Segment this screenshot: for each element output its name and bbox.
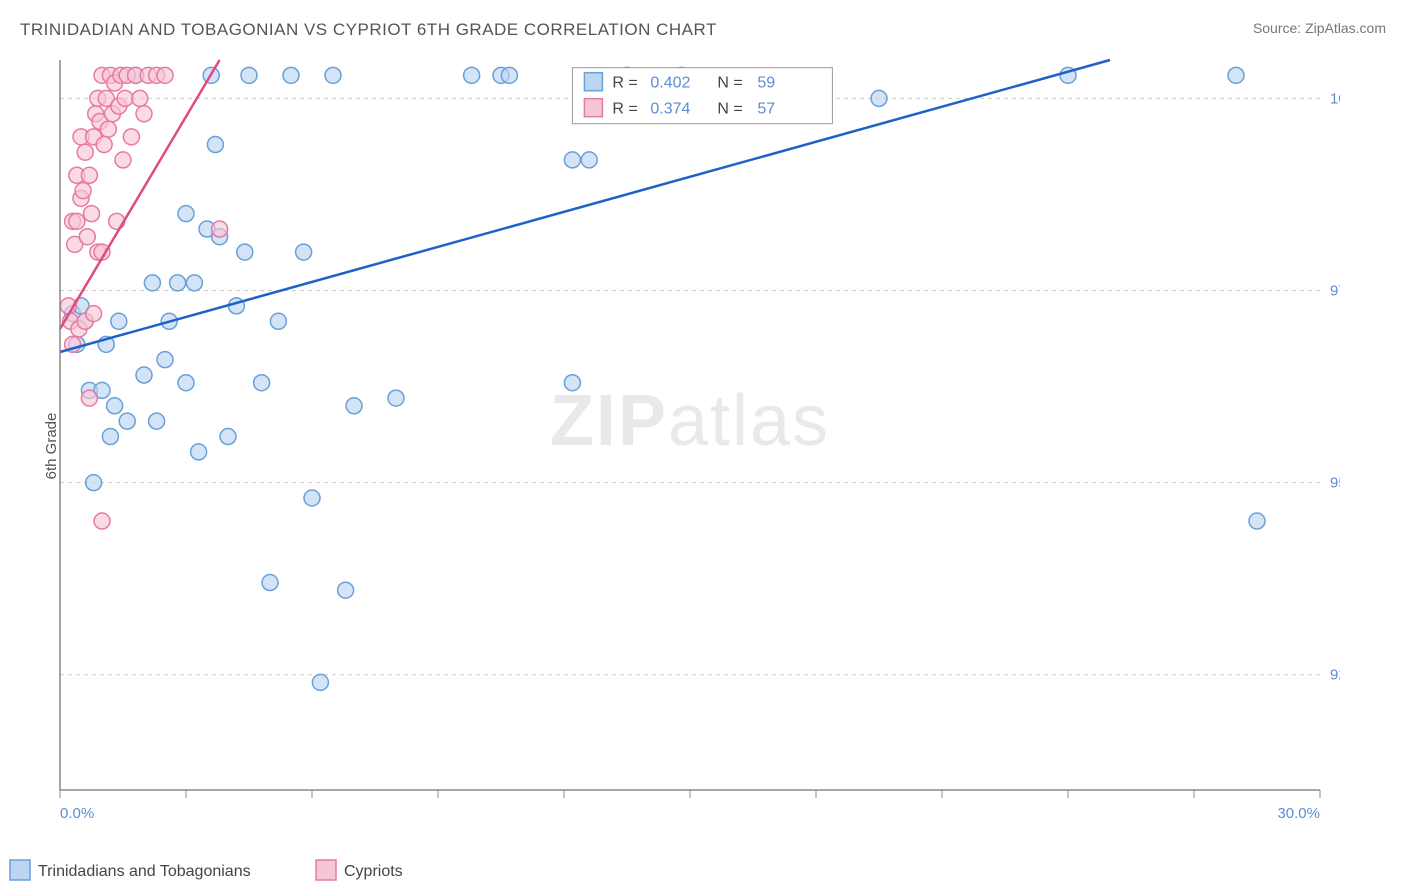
data-point xyxy=(186,275,202,291)
data-point xyxy=(237,244,253,260)
data-point xyxy=(96,137,112,153)
legend-swatch xyxy=(584,99,602,117)
source-prefix: Source: xyxy=(1253,20,1305,36)
data-point xyxy=(149,413,165,429)
chart-title: TRINIDADIAN AND TOBAGONIAN VS CYPRIOT 6T… xyxy=(20,20,717,40)
data-point xyxy=(212,221,228,237)
y-tick-label: 92.5% xyxy=(1330,667,1340,684)
data-point xyxy=(84,206,100,222)
legend-r-label: R = xyxy=(612,75,637,92)
data-point xyxy=(270,313,286,329)
data-point xyxy=(312,674,328,690)
data-point xyxy=(564,375,580,391)
chart-container: 92.5% 95.0% 97.5% 100.0% ZIPatlas 0.0% 30.0% R … xyxy=(50,50,1340,820)
data-point xyxy=(86,475,102,491)
data-point xyxy=(79,229,95,245)
data-point xyxy=(132,90,148,106)
data-point xyxy=(77,144,93,160)
data-point xyxy=(178,206,194,222)
source-label: Source: ZipAtlas.com xyxy=(1253,20,1386,36)
data-point xyxy=(81,167,97,183)
data-point xyxy=(75,183,91,199)
legend-r-value: 0.402 xyxy=(650,75,690,92)
data-point xyxy=(136,367,152,383)
data-point xyxy=(119,413,135,429)
legend-n-label: N = xyxy=(717,75,742,92)
legend-r-label: R = xyxy=(612,101,637,118)
data-point xyxy=(178,375,194,391)
data-point xyxy=(304,490,320,506)
data-point xyxy=(170,275,186,291)
data-point xyxy=(157,67,173,83)
data-point xyxy=(1249,513,1265,529)
y-tick-label: 97.5% xyxy=(1330,283,1340,300)
data-point xyxy=(81,390,97,406)
bottom-legend: Trinidadians and Tobagonians Cypriots xyxy=(0,856,1406,884)
data-point xyxy=(136,106,152,122)
data-point xyxy=(338,582,354,598)
data-point xyxy=(69,213,85,229)
x-tick-label: 30.0% xyxy=(1277,805,1320,820)
data-point xyxy=(220,429,236,445)
data-point xyxy=(86,306,102,322)
data-point xyxy=(115,152,131,168)
data-point xyxy=(325,67,341,83)
data-point xyxy=(207,137,223,153)
x-tick-label: 0.0% xyxy=(60,805,94,820)
legend-r-value: 0.374 xyxy=(650,101,690,118)
legend-label: Trinidadians and Tobagonians xyxy=(38,863,251,880)
data-point xyxy=(100,121,116,137)
source-link[interactable]: ZipAtlas.com xyxy=(1305,20,1386,36)
data-point xyxy=(464,67,480,83)
y-tick-label: 95.0% xyxy=(1330,475,1340,492)
data-point xyxy=(107,398,123,414)
data-point xyxy=(501,67,517,83)
correlation-chart: 92.5% 95.0% 97.5% 100.0% ZIPatlas 0.0% 30.0% R … xyxy=(50,50,1340,820)
data-point xyxy=(581,152,597,168)
data-point xyxy=(144,275,160,291)
y-tick-label: 100.0% xyxy=(1330,90,1340,107)
data-point xyxy=(296,244,312,260)
data-point xyxy=(283,67,299,83)
data-point xyxy=(117,90,133,106)
data-point xyxy=(388,390,404,406)
legend-swatch xyxy=(10,860,30,880)
stats-legend xyxy=(572,68,832,124)
data-point xyxy=(241,67,257,83)
legend-swatch xyxy=(584,73,602,91)
data-point xyxy=(102,429,118,445)
legend-n-value: 59 xyxy=(757,75,775,92)
data-point xyxy=(346,398,362,414)
data-point xyxy=(109,213,125,229)
data-point xyxy=(262,575,278,591)
legend-n-label: N = xyxy=(717,101,742,118)
data-point xyxy=(871,90,887,106)
data-point xyxy=(94,513,110,529)
data-point xyxy=(254,375,270,391)
data-point xyxy=(157,352,173,368)
legend-n-value: 57 xyxy=(757,101,775,118)
data-point xyxy=(1228,67,1244,83)
data-point xyxy=(191,444,207,460)
legend-swatch xyxy=(316,860,336,880)
bottom-legend-svg: Trinidadians and Tobagonians Cypriots xyxy=(0,856,700,884)
data-point xyxy=(123,129,139,145)
data-point xyxy=(564,152,580,168)
watermark: ZIPatlas xyxy=(550,381,830,461)
legend-label: Cypriots xyxy=(344,863,403,880)
data-point xyxy=(111,313,127,329)
